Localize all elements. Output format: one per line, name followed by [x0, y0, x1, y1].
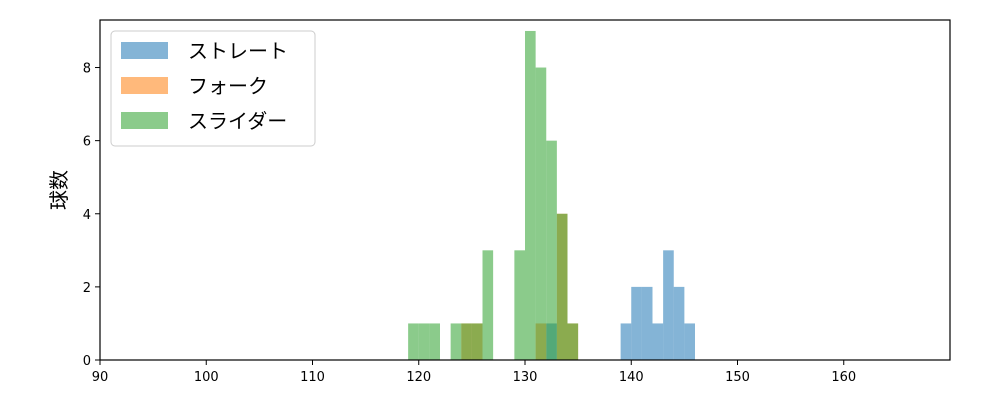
x-tick-label-0: 90: [92, 370, 109, 385]
bar-series-2-bin-11: [556, 213, 568, 360]
y-tick-label-4: 8: [83, 62, 91, 77]
bar-series-0-bin-1: [620, 323, 632, 360]
x-tick-label-1: 100: [194, 370, 219, 385]
bar-series-2-bin-10: [546, 140, 557, 360]
x-tick-label-2: 110: [300, 370, 325, 385]
legend-label-0: ストレート: [188, 39, 288, 63]
legend-label-2: スライダー: [188, 109, 287, 133]
y-tick-label-1: 2: [83, 281, 91, 296]
x-tick-label-3: 120: [406, 370, 431, 385]
bar-series-0-bin-2: [631, 286, 642, 360]
bar-series-2-bin-5: [471, 323, 483, 360]
bar-series-2-bin-9: [535, 67, 547, 360]
x-tick-label-4: 130: [513, 370, 538, 385]
bar-series-2-bin-2: [429, 323, 440, 360]
bars-layer: [408, 30, 695, 360]
bar-series-2-bin-4: [461, 323, 472, 360]
x-tick-label-6: 150: [725, 370, 750, 385]
legend-label-1: フォーク: [188, 74, 268, 98]
bar-series-0-bin-6: [673, 286, 685, 360]
bar-series-2-bin-8: [525, 30, 536, 360]
legend-swatch-0: [121, 42, 168, 59]
y-axis-label: 球数: [47, 170, 71, 210]
bar-series-2-bin-0: [408, 323, 419, 360]
bar-series-2-bin-6: [482, 250, 494, 360]
bar-series-2-bin-7: [514, 250, 525, 360]
y-tick-label-2: 4: [83, 208, 91, 223]
x-tick-label-7: 160: [831, 370, 856, 385]
bar-series-0-bin-3: [641, 286, 653, 360]
x-tick-label-5: 140: [619, 370, 644, 385]
bar-series-0-bin-4: [652, 323, 664, 360]
bar-series-0-bin-7: [684, 323, 695, 360]
x-axis: 90 100 110 120 130 140 150 160: [92, 360, 856, 385]
legend-swatch-1: [121, 77, 168, 94]
bar-series-2-bin-3: [450, 323, 462, 360]
y-axis: 0 2 4 6 8: [83, 62, 100, 369]
legend-swatch-2: [121, 112, 168, 129]
bar-series-2-bin-12: [567, 323, 579, 360]
bar-series-2-bin-1: [418, 323, 430, 360]
y-tick-label-0: 0: [83, 354, 91, 369]
y-tick-label-3: 6: [83, 135, 91, 150]
bar-series-0-bin-5: [663, 250, 674, 360]
